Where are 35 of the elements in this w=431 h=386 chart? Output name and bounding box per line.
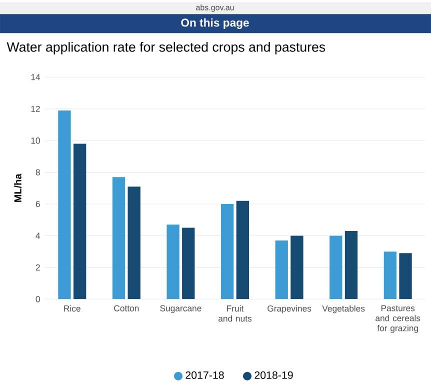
y-tick-label: 12 bbox=[31, 106, 40, 112]
bar bbox=[384, 252, 397, 300]
bar bbox=[58, 110, 71, 300]
text: On this page bbox=[181, 18, 249, 29]
text: abs.gov.au bbox=[196, 4, 234, 12]
x-tick-label: Grapevines bbox=[268, 305, 312, 314]
y-tick-label: 2 bbox=[36, 264, 40, 270]
bar bbox=[236, 200, 249, 300]
bar bbox=[112, 177, 126, 300]
bar bbox=[128, 186, 140, 300]
y-tick-label: 10 bbox=[31, 137, 40, 144]
legend-label: 2017-18 bbox=[186, 371, 224, 379]
y-tick-label: 8 bbox=[36, 169, 40, 176]
bar bbox=[344, 230, 358, 300]
bar bbox=[275, 240, 288, 300]
x-tick-label: Cotton bbox=[114, 305, 139, 312]
y-axis-title: ML/ha bbox=[14, 174, 22, 202]
bar bbox=[330, 236, 342, 300]
x-tick-label: Sugarcane bbox=[160, 305, 202, 313]
y-tick-label: 0 bbox=[36, 296, 40, 302]
y-tick-label: 14 bbox=[31, 74, 40, 80]
bar bbox=[290, 236, 304, 300]
y-tick-label: 6 bbox=[36, 200, 40, 208]
x-tick-label: Fruit and nuts bbox=[218, 305, 252, 322]
bar bbox=[166, 224, 180, 300]
bar bbox=[221, 204, 234, 300]
x-tick-label: Vegetables bbox=[322, 305, 365, 314]
bar bbox=[73, 144, 86, 300]
bar bbox=[399, 253, 412, 300]
y-tick-label: 4 bbox=[36, 232, 40, 239]
legend-label: 2018-19 bbox=[254, 371, 293, 379]
x-tick-label: Pastures and cereals for grazing bbox=[376, 305, 420, 333]
chart-title: Water application rate for selected crops and pastures bbox=[6, 42, 326, 54]
bar bbox=[182, 228, 195, 300]
x-tick-label: Rice bbox=[64, 305, 80, 312]
